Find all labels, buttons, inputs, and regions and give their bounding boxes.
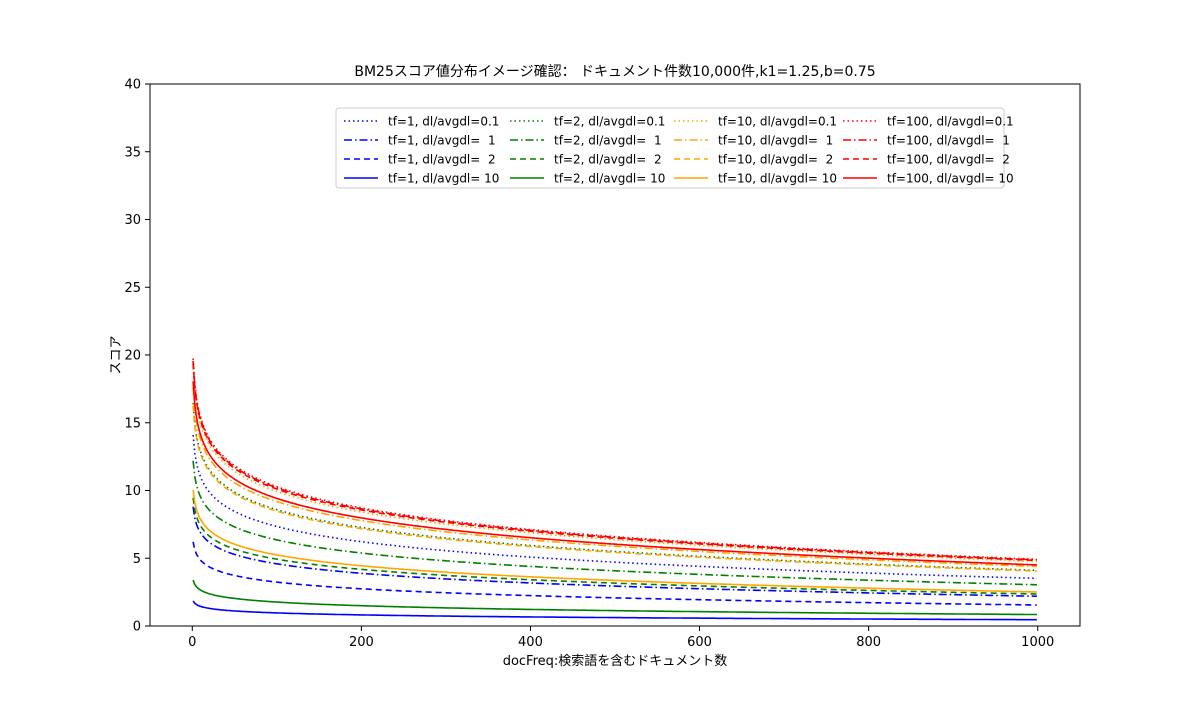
y-tick-label: 40 <box>124 78 141 93</box>
y-tick-label: 5 <box>133 552 141 567</box>
legend-label: tf=1, dl/avgdl= 2 <box>388 153 496 167</box>
legend-label: tf=100, dl/avgdl= 1 <box>887 134 1010 148</box>
legend-label: tf=100, dl/avgdl= 2 <box>887 153 1010 167</box>
series-line-12 <box>192 489 1037 593</box>
legend: tf=1, dl/avgdl=0.1 tf=1, dl/avgdl= 1 tf=1,… <box>335 107 1014 189</box>
y-tick-label: 30 <box>124 213 141 228</box>
series-line-15 <box>192 363 1037 562</box>
y-tick-label: 0 <box>133 620 141 635</box>
y-axis-title: スコア <box>109 335 124 374</box>
legend-label: tf=10, dl/avgdl=0.1 <box>718 115 837 129</box>
legend-label: tf=100, dl/avgdl=0.1 <box>887 115 1014 129</box>
legend-label: tf=2, dl/avgdl=0.1 <box>554 115 665 129</box>
series-line-6 <box>192 460 1037 586</box>
y-axis: 0 5 10 15 20 25 30 35 40 <box>124 78 150 635</box>
legend-label: tf=2, dl/avgdl= 1 <box>554 134 662 148</box>
series-line-3 <box>192 541 1037 606</box>
series-line-16 <box>192 381 1037 566</box>
y-tick-label: 20 <box>124 349 141 364</box>
x-tick-label: 1000 <box>1021 635 1054 650</box>
x-tick-label: 400 <box>518 635 543 650</box>
series-line-5 <box>192 402 1037 572</box>
x-tick-label: 200 <box>349 635 374 650</box>
x-axis-title: docFreq:検索語を含むドキュメント数 <box>503 653 728 669</box>
x-tick-label: 800 <box>856 635 881 650</box>
legend-label: tf=2, dl/avgdl= 2 <box>554 153 662 167</box>
series-line-13 <box>192 358 1037 561</box>
legend-label: tf=2, dl/avgdl= 10 <box>554 172 665 186</box>
legend-label: tf=10, dl/avgdl= 1 <box>718 134 833 148</box>
series-line-1 <box>192 435 1037 580</box>
y-tick-label: 35 <box>124 145 141 160</box>
series-line-11 <box>192 405 1037 572</box>
legend-label: tf=1, dl/avgdl= 1 <box>388 134 496 148</box>
legend-label: tf=1, dl/avgdl=0.1 <box>388 115 499 129</box>
series-line-7 <box>192 497 1037 595</box>
x-axis: 0 200 400 600 800 1000 <box>188 626 1054 650</box>
legend-box <box>335 107 1005 189</box>
y-tick-label: 25 <box>124 281 141 296</box>
series-line-2 <box>192 506 1037 597</box>
x-tick-label: 600 <box>687 635 712 650</box>
series-line-4 <box>192 600 1037 621</box>
legend-label: tf=1, dl/avgdl= 10 <box>388 172 499 186</box>
chart-title: BM25スコア値分布イメージ確認： ドキュメント件数10,000件,k1=1.2… <box>354 64 875 80</box>
y-tick-label: 10 <box>124 484 141 499</box>
series-line-8 <box>192 579 1037 616</box>
series-layer <box>192 358 1037 621</box>
legend-label: tf=100, dl/avgdl= 10 <box>887 172 1014 186</box>
y-tick-label: 15 <box>124 416 141 431</box>
legend-label: tf=10, dl/avgdl= 10 <box>718 172 837 186</box>
legend-label: tf=10, dl/avgdl= 2 <box>718 153 833 167</box>
x-tick-label: 0 <box>188 635 196 650</box>
series-line-10 <box>192 387 1037 568</box>
